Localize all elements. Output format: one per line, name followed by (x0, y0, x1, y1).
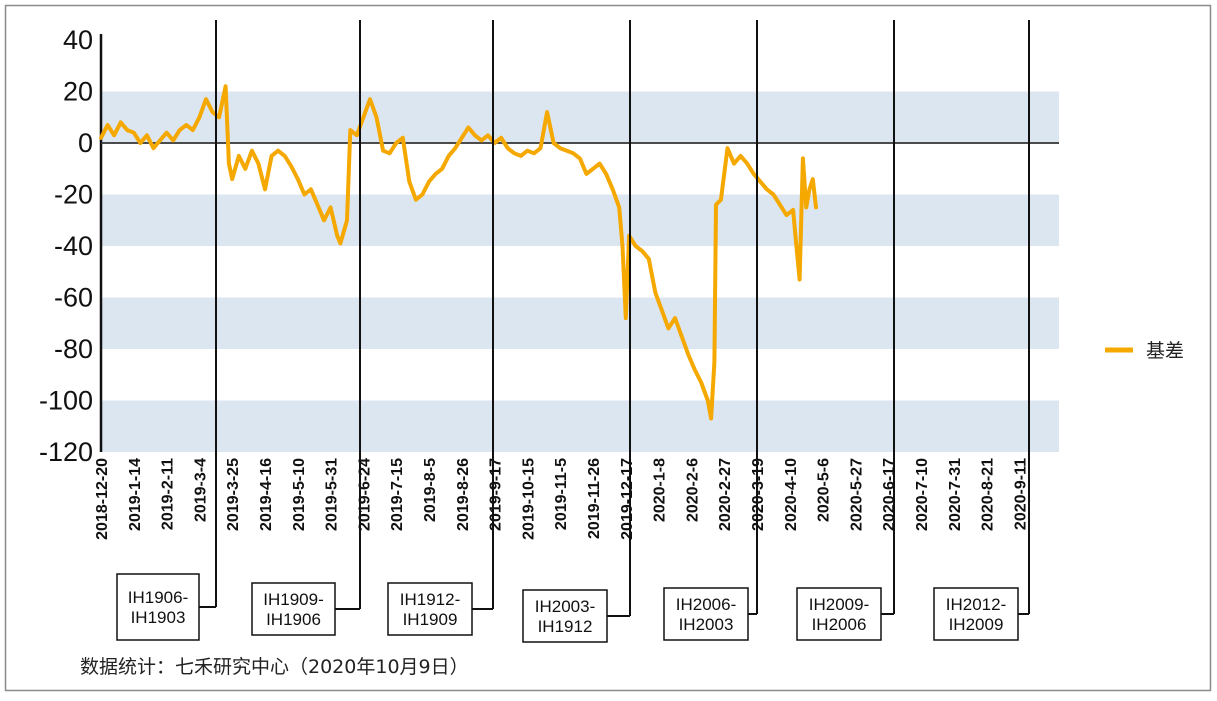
callout-label: IH2012- (946, 595, 1006, 614)
x-tick-label: 2019-9-17 (488, 458, 505, 531)
callout-label: IH2009- (809, 595, 869, 614)
callout-label: IH1909 (403, 610, 458, 629)
x-tick-label: 2020-7-10 (914, 458, 931, 531)
callout-box (663, 587, 749, 641)
band-1 (101, 194, 1059, 246)
callout-label: IH1909- (263, 590, 323, 609)
x-tick-label: 2019-5-10 (291, 458, 308, 531)
band-0 (101, 91, 1059, 143)
callout-label: IH2006- (676, 595, 736, 614)
callout-box (251, 582, 336, 636)
x-tick-label: 2020-9-11 (1012, 458, 1029, 530)
x-tick-label: 2019-3-4 (192, 458, 209, 522)
y-tick-label: 40 (63, 25, 93, 55)
callout-label: IH1906 (266, 610, 321, 629)
x-tick-label: 2020-5-6 (816, 458, 833, 522)
x-tick-label: 2020-4-10 (783, 458, 800, 531)
callout-label: IH1906- (128, 588, 188, 607)
y-tick-label: -60 (54, 283, 93, 313)
callout-label: IH1903 (131, 608, 186, 627)
x-tick-label: 2020-3-19 (750, 458, 767, 531)
y-tick-label: 0 (78, 128, 93, 158)
x-tick-label: 2020-7-31 (947, 458, 964, 531)
series-layer (99, 84, 818, 421)
callout-box (933, 587, 1019, 641)
callout-box (387, 582, 473, 636)
callout-label: IH2006 (812, 615, 867, 634)
x-tick-label: 2019-7-15 (389, 458, 406, 531)
x-tick-label: 2019-10-15 (520, 458, 537, 540)
source-note: 数据统计：七禾研究中心（2020年10月9日） (80, 656, 469, 678)
x-tick-label: 2018-12-20 (94, 458, 111, 540)
x-tick-label: 2020-1-8 (652, 458, 669, 522)
series-line (99, 84, 818, 421)
legend-label: 基差 (1146, 340, 1184, 362)
x-tick-label: 2019-5-31 (324, 458, 341, 531)
y-tick-label: 20 (63, 77, 93, 107)
x-tick-label: 2020-2-6 (684, 458, 701, 522)
callout-box (522, 589, 608, 643)
callout-label: IH1912- (400, 590, 460, 609)
callout-label: IH2003- (535, 597, 595, 616)
x-tick-label: 2019-12-17 (619, 458, 636, 540)
shaded-bands (101, 91, 1059, 452)
callout-box (796, 587, 882, 641)
x-tick-label: 2019-6-24 (356, 458, 373, 531)
x-tick-label: 2019-8-26 (455, 458, 472, 531)
x-tick-label: 2020-8-21 (980, 458, 997, 531)
callout-box (116, 573, 200, 641)
x-tick-label: 2019-1-14 (127, 458, 144, 531)
y-tick-label: -80 (54, 334, 93, 364)
x-tick-label: 2019-3-25 (225, 458, 242, 531)
x-tick-label: 2019-8-5 (422, 458, 439, 522)
legend: 基差 (1105, 340, 1184, 362)
callout-label: IH2003 (679, 615, 734, 634)
x-tick-label: 2019-4-16 (258, 458, 275, 531)
x-tick-label: 2019-11-5 (553, 458, 570, 530)
y-axis: 40 20 0 -20 -40 -60 -80 -100 -120 (39, 25, 1059, 467)
y-tick-label: -20 (54, 180, 93, 210)
band-2 (101, 297, 1059, 349)
x-tick-label: 2020-6-17 (881, 458, 898, 531)
x-axis: 2018-12-20 2019-1-14 2019-2-11 2019-3-4 2019… (94, 458, 1029, 540)
x-tick-label: 2020-2-27 (717, 458, 734, 531)
callout-label: IH1912 (538, 617, 593, 636)
y-tick-label: -40 (54, 231, 93, 261)
x-tick-label: 2020-5-27 (848, 458, 865, 531)
y-tick-label: -120 (39, 437, 93, 467)
band-3 (101, 400, 1059, 452)
contract-callouts: IH1906-IH1903 IH1909-IH1906 IH1912-IH1909 I… (116, 20, 1030, 643)
callout-label: IH2009 (949, 615, 1004, 634)
x-tick-label: 2019-2-11 (160, 458, 177, 530)
x-tick-label: 2019-11-26 (586, 458, 603, 539)
y-tick-label: -100 (39, 386, 93, 416)
